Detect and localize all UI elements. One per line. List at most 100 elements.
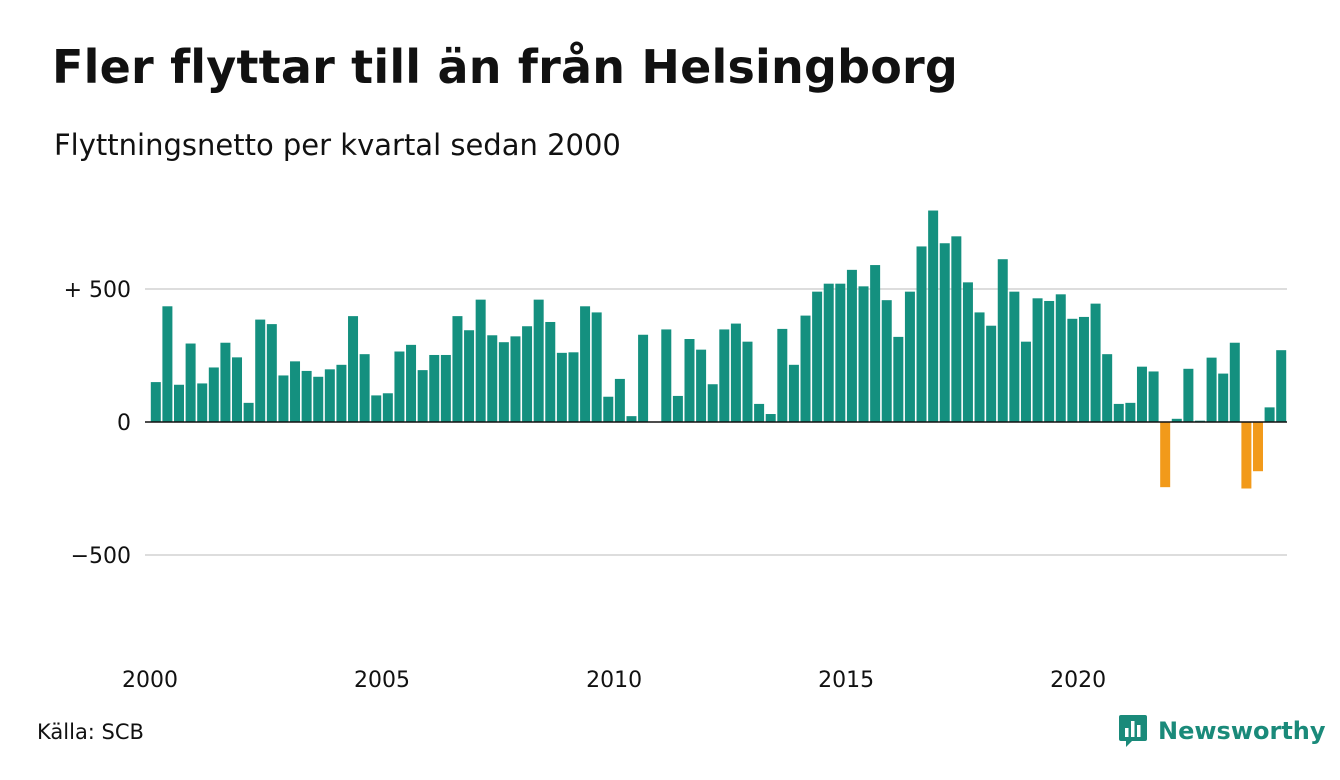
chart-subtitle: Flyttningsnetto per kvartal sedan 2000 xyxy=(54,128,621,162)
bar xyxy=(1090,303,1101,422)
bar xyxy=(1009,291,1020,422)
bar xyxy=(881,300,892,422)
bar xyxy=(475,299,486,422)
bar xyxy=(1032,298,1043,422)
bar xyxy=(1078,316,1089,422)
bar xyxy=(278,375,289,422)
bar xyxy=(1264,407,1275,422)
bar xyxy=(174,384,184,422)
bar xyxy=(800,315,811,422)
bar xyxy=(777,328,788,422)
bar xyxy=(336,364,347,422)
bar xyxy=(580,306,591,422)
bar xyxy=(962,282,973,422)
x-axis-ticks: 2000 2005 2010 2015 2020 xyxy=(122,668,1106,693)
gridlines xyxy=(145,288,1287,556)
bar xyxy=(684,339,695,422)
bar xyxy=(382,393,393,422)
newsworthy-logo-icon xyxy=(1119,715,1147,747)
y-axis-ticks: + 500 0 −500 xyxy=(64,278,131,569)
bar xyxy=(835,283,846,422)
bar xyxy=(846,269,857,422)
bar xyxy=(754,403,765,422)
bar xyxy=(858,286,869,422)
bar xyxy=(208,367,219,422)
bar-chart: + 500 0 −500 2000 2005 2010 2015 2020 xyxy=(64,210,1287,693)
bar xyxy=(1252,422,1263,472)
source-note: Källa: SCB xyxy=(37,720,144,744)
bar xyxy=(730,323,741,422)
bar xyxy=(359,354,370,422)
bar xyxy=(185,343,196,422)
x-tick-label: 2015 xyxy=(818,668,874,693)
bar xyxy=(394,351,405,422)
bar xyxy=(1160,422,1171,488)
bar xyxy=(440,354,451,422)
y-tick-label: 0 xyxy=(117,411,131,436)
bar xyxy=(939,243,950,422)
y-tick-label: −500 xyxy=(71,544,131,569)
bar xyxy=(1218,373,1229,422)
bar xyxy=(417,370,428,422)
bar xyxy=(429,354,440,422)
bar xyxy=(301,370,312,422)
x-tick-label: 2000 xyxy=(122,668,178,693)
bar xyxy=(1171,418,1182,422)
bar xyxy=(1148,371,1159,422)
bar xyxy=(1241,422,1252,489)
bar xyxy=(1067,318,1078,422)
bar xyxy=(498,342,509,422)
bar xyxy=(1020,341,1031,422)
bar xyxy=(812,291,823,422)
bar xyxy=(1136,366,1147,422)
bar xyxy=(313,376,324,422)
bar xyxy=(406,344,417,422)
bar xyxy=(150,382,161,422)
bar xyxy=(324,369,335,422)
x-tick-label: 2005 xyxy=(354,668,410,693)
bar xyxy=(1055,294,1066,422)
bar xyxy=(220,342,231,422)
bar xyxy=(823,283,834,422)
bar xyxy=(951,236,962,422)
bar-series xyxy=(150,210,1287,489)
bar xyxy=(545,321,556,422)
bar xyxy=(765,414,776,422)
bar xyxy=(1229,342,1240,422)
bar xyxy=(742,341,753,422)
bar xyxy=(290,361,301,422)
bar xyxy=(603,396,614,422)
bar xyxy=(974,312,985,422)
y-tick-label: + 500 xyxy=(64,278,131,303)
bar xyxy=(696,349,707,422)
bar xyxy=(348,316,359,422)
bar xyxy=(266,324,277,422)
bar xyxy=(522,326,533,422)
bar xyxy=(986,325,997,422)
bar xyxy=(452,316,463,422)
bar xyxy=(464,330,475,422)
page-title: Fler flyttar till än från Helsingborg xyxy=(52,40,959,94)
bar xyxy=(255,319,266,422)
bar xyxy=(893,336,904,422)
x-tick-label: 2010 xyxy=(586,668,642,693)
bar xyxy=(672,395,683,422)
bar xyxy=(1113,403,1124,422)
brand-name: Newsworthy xyxy=(1158,717,1326,745)
bar xyxy=(1044,300,1055,422)
bar xyxy=(510,336,521,422)
bar xyxy=(1125,402,1136,422)
bar xyxy=(232,357,243,422)
bar xyxy=(904,291,915,422)
bar xyxy=(197,383,208,422)
bar xyxy=(162,306,173,422)
bar xyxy=(591,312,602,422)
bar xyxy=(556,352,567,422)
bar xyxy=(626,416,637,422)
bar xyxy=(487,335,498,422)
bar xyxy=(568,352,579,422)
bar xyxy=(870,265,881,422)
bar xyxy=(638,334,649,422)
bar xyxy=(1102,354,1113,422)
x-tick-label: 2020 xyxy=(1050,668,1106,693)
